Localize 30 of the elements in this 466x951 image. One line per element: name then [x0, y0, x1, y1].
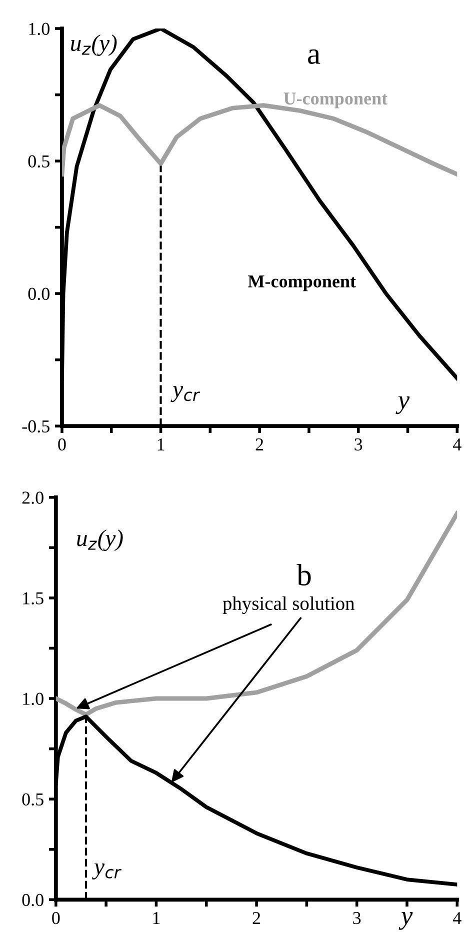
x-tick-label: 2 — [252, 912, 260, 924]
y-tick-label: -0.5 — [22, 420, 50, 433]
x-tick-label: 2 — [256, 438, 264, 450]
ref-line-label: y$_{cr}$ — [170, 386, 200, 402]
y-axis-title: u$_{z}$(y) — [77, 530, 123, 552]
y-tick-label: 1.0 — [29, 22, 50, 36]
x-tick-label: 1 — [153, 912, 160, 924]
annotation: physical solution — [222, 596, 354, 614]
y-axis-title: u$_{z}$(y) — [71, 34, 117, 56]
y-tick-label: 0.0 — [22, 894, 44, 906]
x-tick-label: 0 — [58, 438, 66, 451]
ref-line-label: y$_{cr}$ — [92, 863, 122, 880]
x-tick-label: 0 — [52, 912, 60, 924]
y-tick-label: 1.5 — [23, 592, 44, 604]
x-tick-label: 4 — [452, 912, 462, 924]
y-tick-label: 0.5 — [22, 793, 44, 806]
x-tick-label: 1 — [158, 438, 164, 450]
x-tick-label: 3 — [353, 912, 361, 924]
y-tick-label: 0.0 — [28, 288, 50, 300]
series-label: M-component — [248, 275, 356, 292]
x-tick-label: 4 — [452, 438, 462, 450]
x-tick-label: 3 — [354, 438, 362, 451]
series-label: U-component — [284, 92, 388, 108]
y-tick-label: 2.0 — [22, 492, 44, 504]
y-tick-label: 1.0 — [23, 692, 44, 706]
text: b — [296, 564, 311, 586]
x-axis-title: y — [396, 396, 410, 414]
chart-title: a — [308, 49, 320, 64]
x-axis-title: y — [398, 912, 413, 930]
y-tick-label: 0.5 — [28, 155, 50, 168]
